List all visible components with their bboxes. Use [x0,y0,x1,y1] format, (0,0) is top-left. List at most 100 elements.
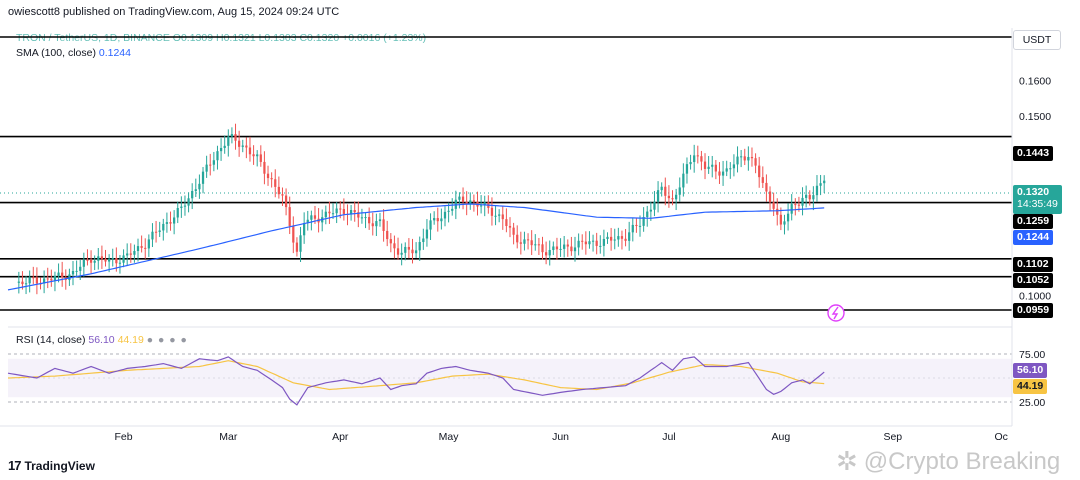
candle-body [230,134,234,137]
candle-body [519,242,522,244]
candle-body [111,258,114,260]
candle-body [61,272,64,278]
candle-body [758,165,761,178]
legend-settings-icon[interactable]: ● ● ● ● [146,334,188,346]
candle-body [732,164,736,169]
rsi-line [7,356,825,406]
x-tick-label-4: Jun [552,431,569,443]
candle-body [299,235,302,252]
candle-body [277,186,280,195]
candle-body [786,213,790,222]
candle-body [436,218,439,222]
candle-body [628,232,631,241]
candle-body [115,258,118,264]
candle-body [490,207,494,216]
candle-body [353,209,356,213]
candle-body [783,221,786,225]
candle-body [368,217,371,224]
candle-body [660,186,663,191]
y-tick-label-2: 0.1500 [1019,111,1051,123]
candle-body [682,173,685,188]
candle-body [776,208,779,215]
candle-body [263,161,266,174]
candle-body [541,244,544,253]
candle-body [375,221,378,227]
candle-body [50,278,53,281]
sma-legend-value: 0.1244 [98,47,131,59]
candle-body [429,220,432,230]
candle-body [165,222,169,224]
watermark-text: @Crypto Breaking [863,447,1061,475]
candle-body [151,231,154,240]
candle-body [162,223,165,231]
candle-body [126,253,129,256]
candle-body [201,171,205,184]
candle-body [393,243,396,249]
candle-body [425,229,429,239]
candle-body [544,252,548,256]
candle-body [82,259,85,267]
tradingview-logo[interactable]: 17 TradingView [8,458,95,473]
candle-body [707,166,710,169]
candle-body [21,281,24,285]
candle-body [187,198,190,206]
candle-body [378,219,382,222]
candle-body [563,244,566,249]
candle-body [288,207,291,227]
candle-body [234,134,237,141]
candle-body [342,208,345,214]
candle-body [422,238,425,243]
candle-body [86,259,89,261]
candle-body [360,217,364,219]
candle-body [711,164,714,167]
ohlc-readout: O0.1309 H0.1321 L0.1303 C0.1320 +0.0016 … [172,32,427,44]
rsi-ma-line [7,360,825,391]
x-tick-label-8: Oc [994,431,1007,443]
candle-body [729,168,732,170]
candle-body [212,160,215,165]
sma-legend-label: SMA (100, close) [16,47,96,59]
candle-body [646,211,649,218]
badge-support-2: 0.1052 [1013,273,1054,288]
candle-body [703,161,707,169]
candle-body [689,162,692,165]
tradingview-logo-icon: 17 [8,458,22,473]
candle-body [303,223,306,236]
currency-selector[interactable]: USDT [1013,30,1061,50]
candle-body [794,204,797,206]
candle-body [765,182,768,192]
candle-body [180,206,183,209]
horizontal-levels [0,135,1012,311]
candle-body [71,270,75,275]
candle-body [805,194,808,198]
candle-body [516,234,519,243]
candle-body [740,156,743,158]
candle-body [617,236,620,240]
alert-icon[interactable] [827,304,845,322]
candle-body [548,250,551,256]
candle-body [530,240,533,246]
candle-body [483,202,486,206]
candle-body [93,260,96,263]
candle-body [35,277,39,284]
rsi-legend-value: 56.10 [88,334,115,346]
candle-body [227,136,230,146]
candle-body [144,247,147,249]
candle-body [649,209,652,212]
candle-body [458,196,461,200]
candle-body [599,245,602,247]
candle-body [386,230,389,240]
candle-body [245,145,248,148]
badge-rsi-ma: 44.19 [1013,379,1048,394]
rsi-legend: RSI (14, close) 56.10 44.19 ● ● ● ● [16,334,188,346]
candle-body [219,147,223,152]
candle-body [349,209,353,215]
sma-legend: SMA (100, close) 0.1244 [16,47,131,59]
candle-body [313,215,317,219]
candle-body [183,205,187,207]
candle-body [259,154,262,162]
candle-body [400,252,403,255]
candle-body [411,249,414,254]
candle-body [32,277,35,279]
